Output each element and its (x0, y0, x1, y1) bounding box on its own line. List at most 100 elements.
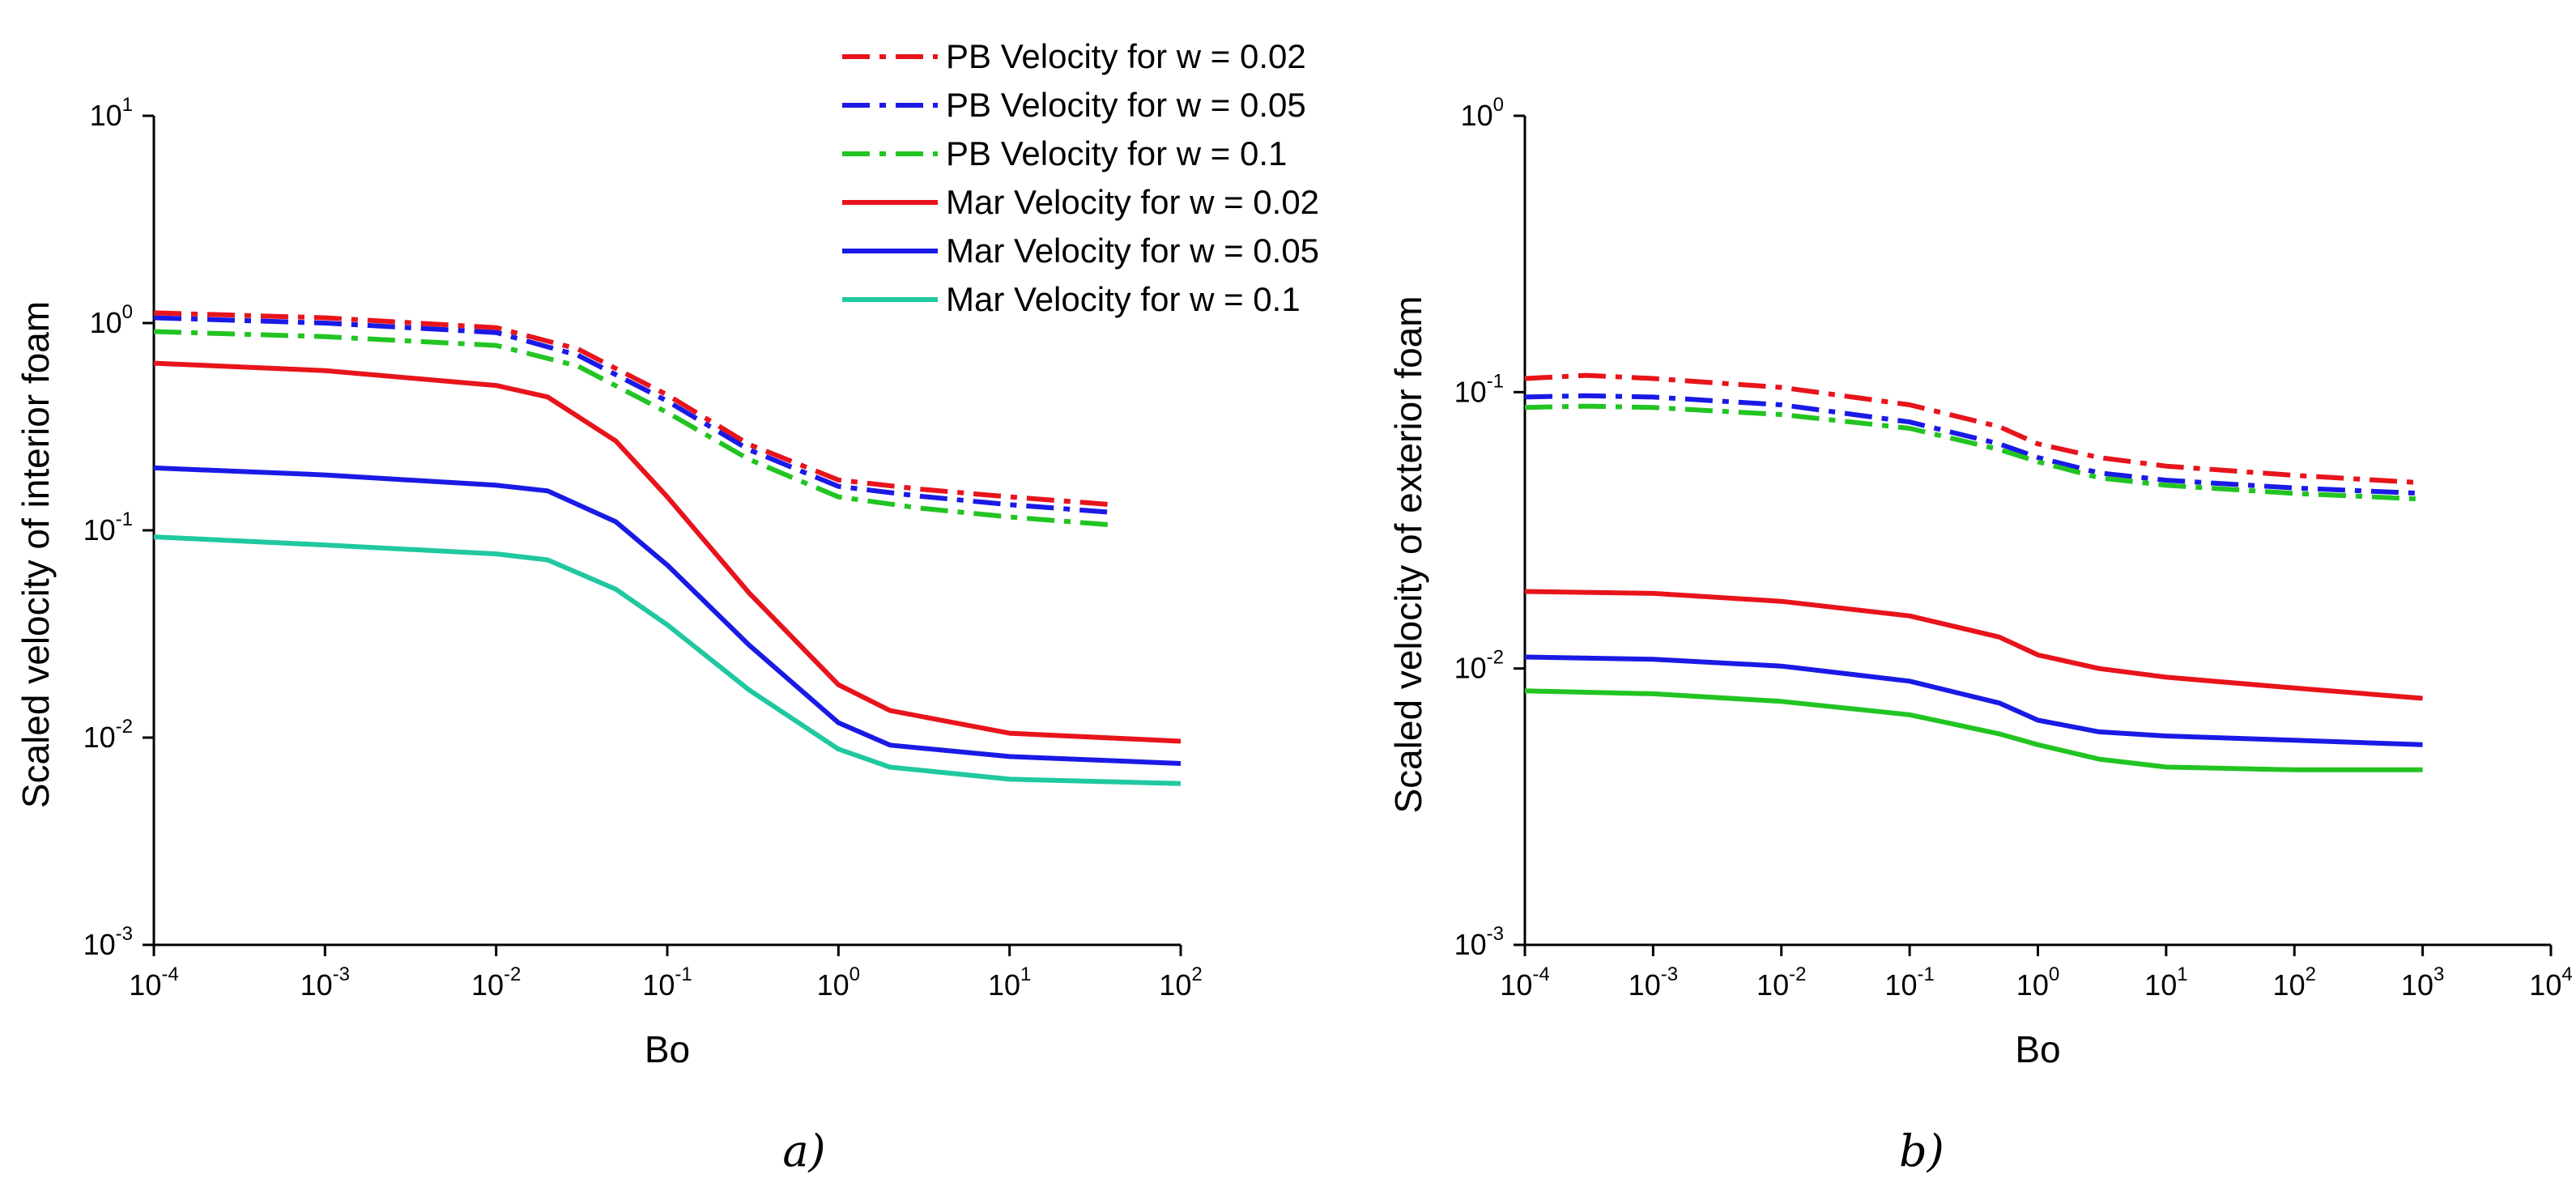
x-tick-label: 10-1 (642, 963, 692, 1002)
series-line (153, 534, 1182, 786)
x-tick-exponent: -2 (1789, 963, 1806, 985)
x-axis-title: Bo (2015, 1028, 2060, 1070)
x-tick-label: 10-2 (471, 963, 521, 1002)
chart-panel-b: 10-4 10-3 10-2 10-1 100 101 102 103 10410-310-21… (1387, 94, 2573, 1176)
x-tick-exponent: 2 (2306, 963, 2316, 985)
x-tick-label: 10-4 (1500, 963, 1549, 1002)
x-tick-base: 10 (2401, 968, 2433, 1002)
x-tick-exponent: 2 (1191, 963, 1202, 985)
x-tick-base: 10 (1884, 968, 1917, 1002)
legend-label: Mar Velocity for w = 0.05 (946, 232, 1319, 270)
series-line (153, 315, 1113, 515)
x-tick-base: 10 (2273, 968, 2306, 1002)
x-tick-base: 10 (129, 968, 161, 1002)
y-tick-base: 10 (83, 721, 116, 754)
legend-label: Mar Velocity for w = 0.1 (946, 280, 1301, 318)
y-tick-label: 10-3 (83, 923, 133, 961)
x-tick-exponent: -3 (333, 963, 350, 985)
x-tick-base: 10 (988, 968, 1020, 1002)
y-tick-label: 100 (90, 301, 133, 339)
y-tick-exponent: -1 (1487, 370, 1504, 392)
x-tick-label: 103 (2401, 963, 2444, 1002)
x-tick-label: 101 (2144, 963, 2187, 1002)
y-axis-title: Scaled velocity of interior foam (15, 301, 57, 808)
x-tick-label: 10-1 (1884, 963, 1934, 1002)
series-line (1524, 654, 2423, 747)
x-tick-label: 100 (817, 963, 860, 1002)
series-line (1524, 589, 2423, 701)
x-tick-label: 102 (1159, 963, 1202, 1002)
x-tick-label: 10-2 (1756, 963, 1806, 1002)
y-tick-label: 10-3 (1454, 923, 1504, 961)
x-tick-base: 10 (2144, 968, 2177, 1002)
x-tick-label: 100 (2016, 963, 2059, 1002)
y-tick-base: 10 (90, 99, 122, 132)
x-tick-label: 10-3 (300, 963, 350, 1002)
series-line (153, 360, 1182, 744)
x-tick-exponent: 3 (2433, 963, 2444, 985)
y-tick-label: 10-1 (83, 508, 133, 547)
x-tick-base: 10 (2016, 968, 2049, 1002)
x-tick-exponent: 0 (849, 963, 860, 985)
y-tick-exponent: 0 (122, 301, 133, 323)
y-tick-exponent: -1 (116, 508, 133, 530)
y-tick-exponent: -3 (116, 923, 133, 945)
legend-label: PB Velocity for w = 0.1 (946, 134, 1287, 172)
x-tick-base: 10 (642, 968, 675, 1002)
x-tick-base: 10 (471, 968, 504, 1002)
x-tick-label: 102 (2273, 963, 2316, 1002)
y-tick-label: 101 (90, 94, 133, 132)
x-tick-base: 10 (1756, 968, 1789, 1002)
y-tick-exponent: -3 (1487, 923, 1504, 945)
x-tick-label: 10-3 (1629, 963, 1678, 1002)
y-tick-base: 10 (1454, 652, 1487, 685)
series-line (153, 465, 1182, 766)
x-tick-exponent: -1 (675, 963, 692, 985)
panel-label: a) (782, 1125, 825, 1176)
x-tick-exponent: -4 (1532, 963, 1549, 985)
x-tick-base: 10 (2529, 968, 2561, 1002)
x-tick-base: 10 (817, 968, 849, 1002)
y-tick-base: 10 (1461, 99, 1493, 132)
x-tick-exponent: 1 (1020, 963, 1031, 985)
x-tick-exponent: 1 (2177, 963, 2187, 985)
y-tick-label: 100 (1461, 94, 1504, 132)
legend-label: PB Velocity for w = 0.05 (946, 86, 1306, 124)
series-line (153, 329, 1113, 528)
y-tick-base: 10 (83, 928, 116, 961)
x-tick-label: 101 (988, 963, 1031, 1002)
y-tick-exponent: -2 (116, 716, 133, 738)
x-tick-exponent: -2 (504, 963, 521, 985)
y-tick-exponent: 0 (1493, 94, 1504, 116)
y-tick-base: 10 (1454, 375, 1487, 408)
x-tick-label: 10-4 (129, 963, 178, 1002)
y-tick-base: 10 (90, 306, 122, 339)
y-tick-base: 10 (83, 513, 116, 547)
series-line (1524, 372, 2423, 486)
chart-panel-a: 10-4 10-3 10-2 10-1 100 101 10210-310-210-1100… (15, 94, 1203, 1176)
x-tick-base: 10 (1629, 968, 1661, 1002)
y-axis-title: Scaled velocity of exterior foam (1387, 296, 1429, 813)
x-tick-exponent: -4 (161, 963, 178, 985)
y-tick-label: 10-1 (1454, 370, 1504, 408)
series-line (153, 310, 1113, 508)
legend-label: PB Velocity for w = 0.02 (946, 37, 1306, 75)
series-line (1524, 688, 2423, 772)
x-tick-exponent: -1 (1917, 963, 1934, 985)
y-tick-exponent: -2 (1487, 647, 1504, 669)
x-tick-base: 10 (1500, 968, 1532, 1002)
x-tick-exponent: -3 (1661, 963, 1678, 985)
y-tick-exponent: 1 (122, 94, 133, 116)
legend: PB Velocity for w = 0.02 PB Velocity for … (842, 37, 1319, 318)
legend-label: Mar Velocity for w = 0.02 (946, 183, 1319, 221)
y-tick-label: 10-2 (1454, 647, 1504, 685)
x-tick-base: 10 (300, 968, 333, 1002)
panel-label: b) (1899, 1125, 1944, 1176)
y-tick-base: 10 (1454, 928, 1487, 961)
x-tick-label: 104 (2529, 963, 2572, 1002)
x-tick-base: 10 (1159, 968, 1191, 1002)
x-tick-exponent: 0 (2049, 963, 2059, 985)
x-axis-title: Bo (645, 1028, 690, 1070)
y-tick-label: 10-2 (83, 716, 133, 754)
